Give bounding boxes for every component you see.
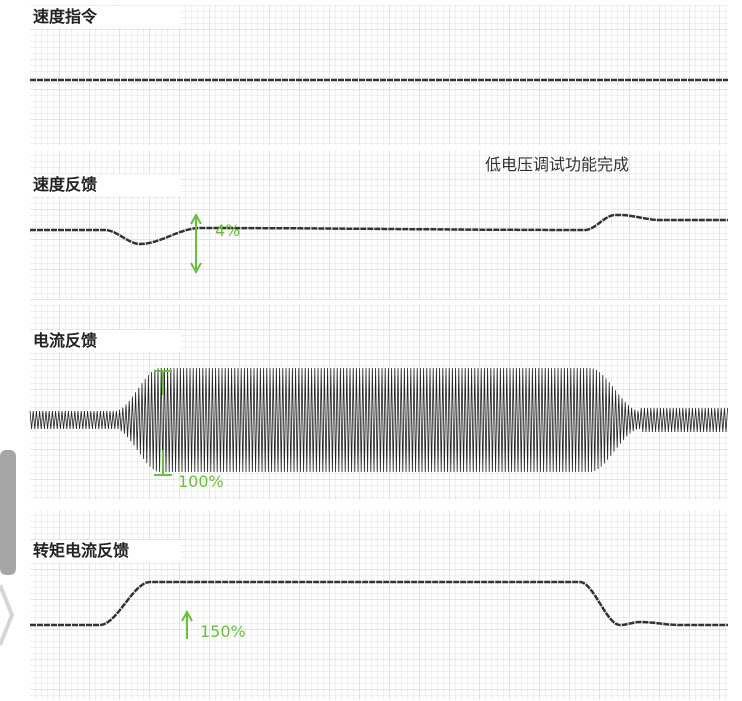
title-backdrop <box>30 174 180 196</box>
panel-title: 转矩电流反馈 <box>33 541 129 560</box>
waveform <box>30 580 728 627</box>
panel-title: 速度指令 <box>33 7 98 26</box>
waveform <box>30 213 728 246</box>
grid-panel <box>30 5 728 145</box>
title-backdrop <box>30 6 180 28</box>
side-chevron <box>0 584 15 646</box>
title-backdrop <box>30 330 180 352</box>
annotation: 100% <box>178 472 224 491</box>
grid-panel <box>30 510 728 700</box>
annotation: 150% <box>200 622 246 641</box>
annotation: 4% <box>215 221 240 240</box>
arrow <box>190 212 202 275</box>
panel-title: 速度反馈 <box>33 175 97 194</box>
arrow <box>181 609 193 639</box>
panel-title: 电流反馈 <box>33 331 97 350</box>
waveform <box>29 367 728 473</box>
marker <box>154 370 172 476</box>
title-backdrop <box>30 540 180 562</box>
side-tab <box>0 450 16 575</box>
status-text: 低电压调试功能完成 <box>485 155 629 174</box>
